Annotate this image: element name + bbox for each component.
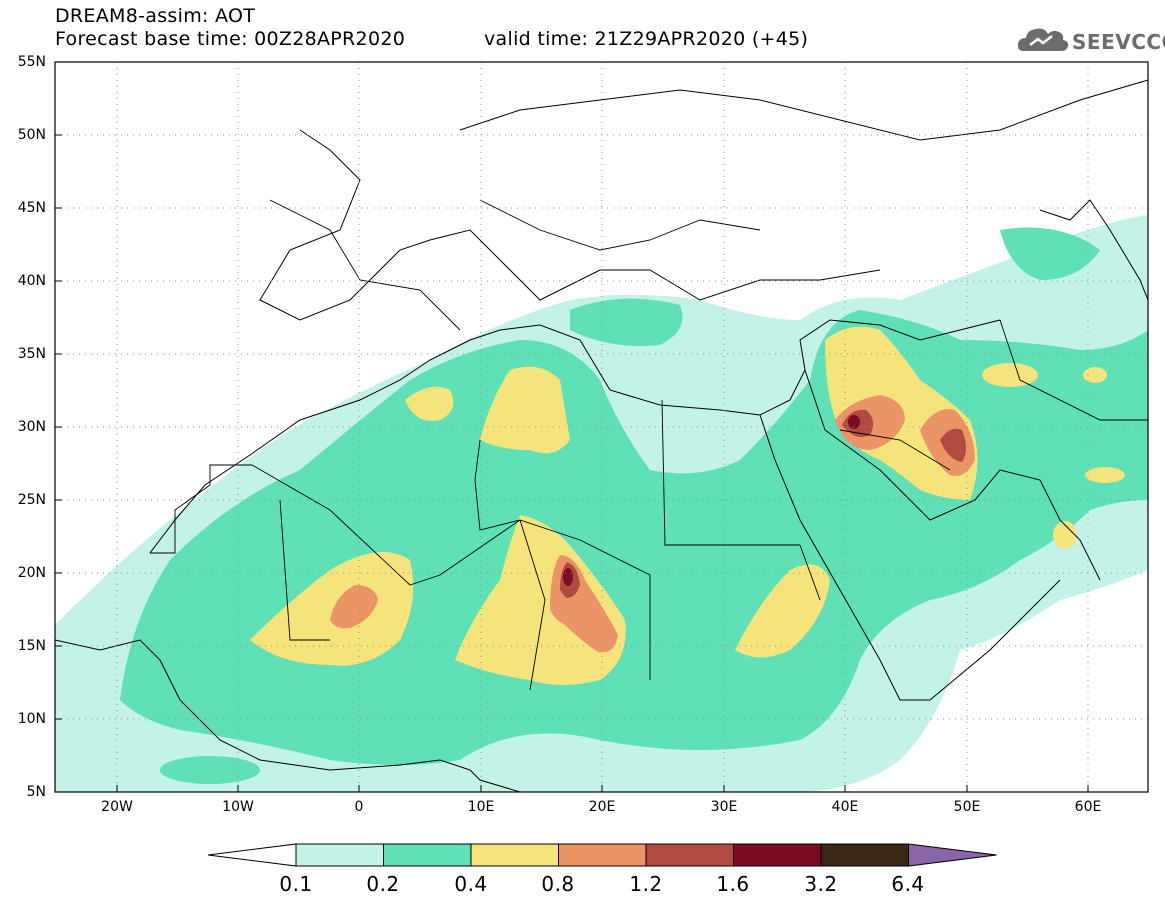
colorbar-label: 1.2	[629, 872, 663, 896]
lat-label: 40N	[17, 273, 46, 289]
colorbar-label: 0.8	[541, 872, 575, 896]
lon-label: 30E	[710, 799, 738, 815]
seevccc-logo: SEEVCCC	[1016, 23, 1165, 59]
lat-label: 25N	[17, 492, 46, 508]
colorbar-swatch	[733, 843, 822, 867]
colorbar-label: 0.4	[454, 872, 488, 896]
plot-title: DREAM8-assim: AOT	[55, 5, 256, 27]
colorbar-swatch	[470, 843, 559, 867]
colorbar-label: 0.1	[279, 872, 313, 896]
lon-label: 20W	[101, 799, 133, 815]
lat-label: 55N	[17, 54, 46, 70]
lat-label: 10N	[17, 711, 46, 727]
lat-label: 15N	[17, 638, 46, 654]
gridlines	[55, 62, 1148, 792]
valid-time: valid time: 21Z29APR2020 (+45)	[484, 28, 809, 50]
colorbar-swatch	[295, 843, 384, 867]
lat-label: 5N	[26, 784, 46, 800]
cloud-logo-icon	[1017, 28, 1069, 51]
axis-ticks	[55, 61, 1089, 792]
forecast-base-time: Forecast base time: 00Z28APR2020	[55, 28, 406, 50]
lon-label: 0	[354, 799, 364, 815]
lat-label: 45N	[17, 200, 46, 216]
colorbar-over-triangle	[908, 843, 997, 867]
colorbar-swatch	[820, 843, 909, 867]
colorbar-swatch	[383, 843, 472, 867]
lat-label: 50N	[17, 127, 46, 143]
colorbar-under-triangle	[207, 843, 297, 867]
borders	[150, 199, 1148, 691]
coastlines	[55, 79, 1148, 792]
lat-label: 20N	[17, 565, 46, 581]
lon-label: 50E	[953, 799, 981, 815]
lon-label: 60E	[1074, 799, 1102, 815]
lon-label: 20E	[588, 799, 616, 815]
lon-label: 10E	[467, 799, 495, 815]
colorbar-label: 3.2	[804, 872, 838, 896]
lat-label: 35N	[17, 346, 46, 362]
colorbar-label: 6.4	[891, 872, 925, 896]
colorbar-label: 0.2	[366, 872, 400, 896]
colorbar-label: 1.6	[716, 872, 750, 896]
aot-field	[55, 62, 1148, 792]
lon-label: 40E	[831, 799, 859, 815]
colorbar-swatch	[645, 843, 734, 867]
lat-label: 30N	[17, 419, 46, 435]
lon-label: 10W	[222, 799, 254, 815]
colorbar-swatch	[558, 843, 647, 867]
logo-text: SEEVCCC	[1072, 30, 1165, 54]
